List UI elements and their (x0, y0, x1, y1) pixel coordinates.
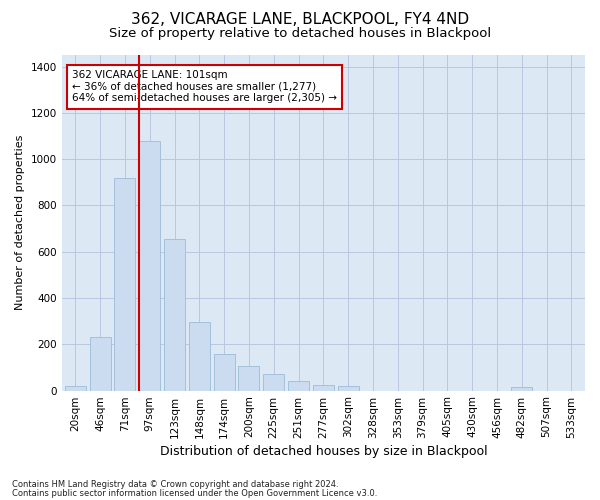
Bar (288, 382, 309, 390)
Text: Size of property relative to detached houses in Blackpool: Size of property relative to detached ho… (109, 28, 491, 40)
Text: Contains HM Land Registry data © Crown copyright and database right 2024.: Contains HM Land Registry data © Crown c… (12, 480, 338, 489)
Text: 362, VICARAGE LANE, BLACKPOOL, FY4 4ND: 362, VICARAGE LANE, BLACKPOOL, FY4 4ND (131, 12, 469, 28)
Bar (238, 366, 259, 390)
Bar (263, 374, 284, 390)
Bar (214, 354, 235, 391)
Bar (511, 386, 532, 390)
Bar (313, 385, 334, 390)
Text: 362 VICARAGE LANE: 101sqm
← 36% of detached houses are smaller (1,277)
64% of se: 362 VICARAGE LANE: 101sqm ← 36% of detac… (72, 70, 337, 103)
X-axis label: Distribution of detached houses by size in Blackpool: Distribution of detached houses by size … (160, 444, 487, 458)
Bar (115, 178, 136, 390)
Bar (338, 386, 359, 390)
Text: Contains public sector information licensed under the Open Government Licence v3: Contains public sector information licen… (12, 489, 377, 498)
Bar (164, 239, 185, 390)
Y-axis label: Number of detached properties: Number of detached properties (15, 135, 25, 310)
Bar (139, 140, 160, 390)
Bar (189, 322, 210, 390)
Bar (89, 338, 110, 390)
Bar (65, 386, 86, 390)
